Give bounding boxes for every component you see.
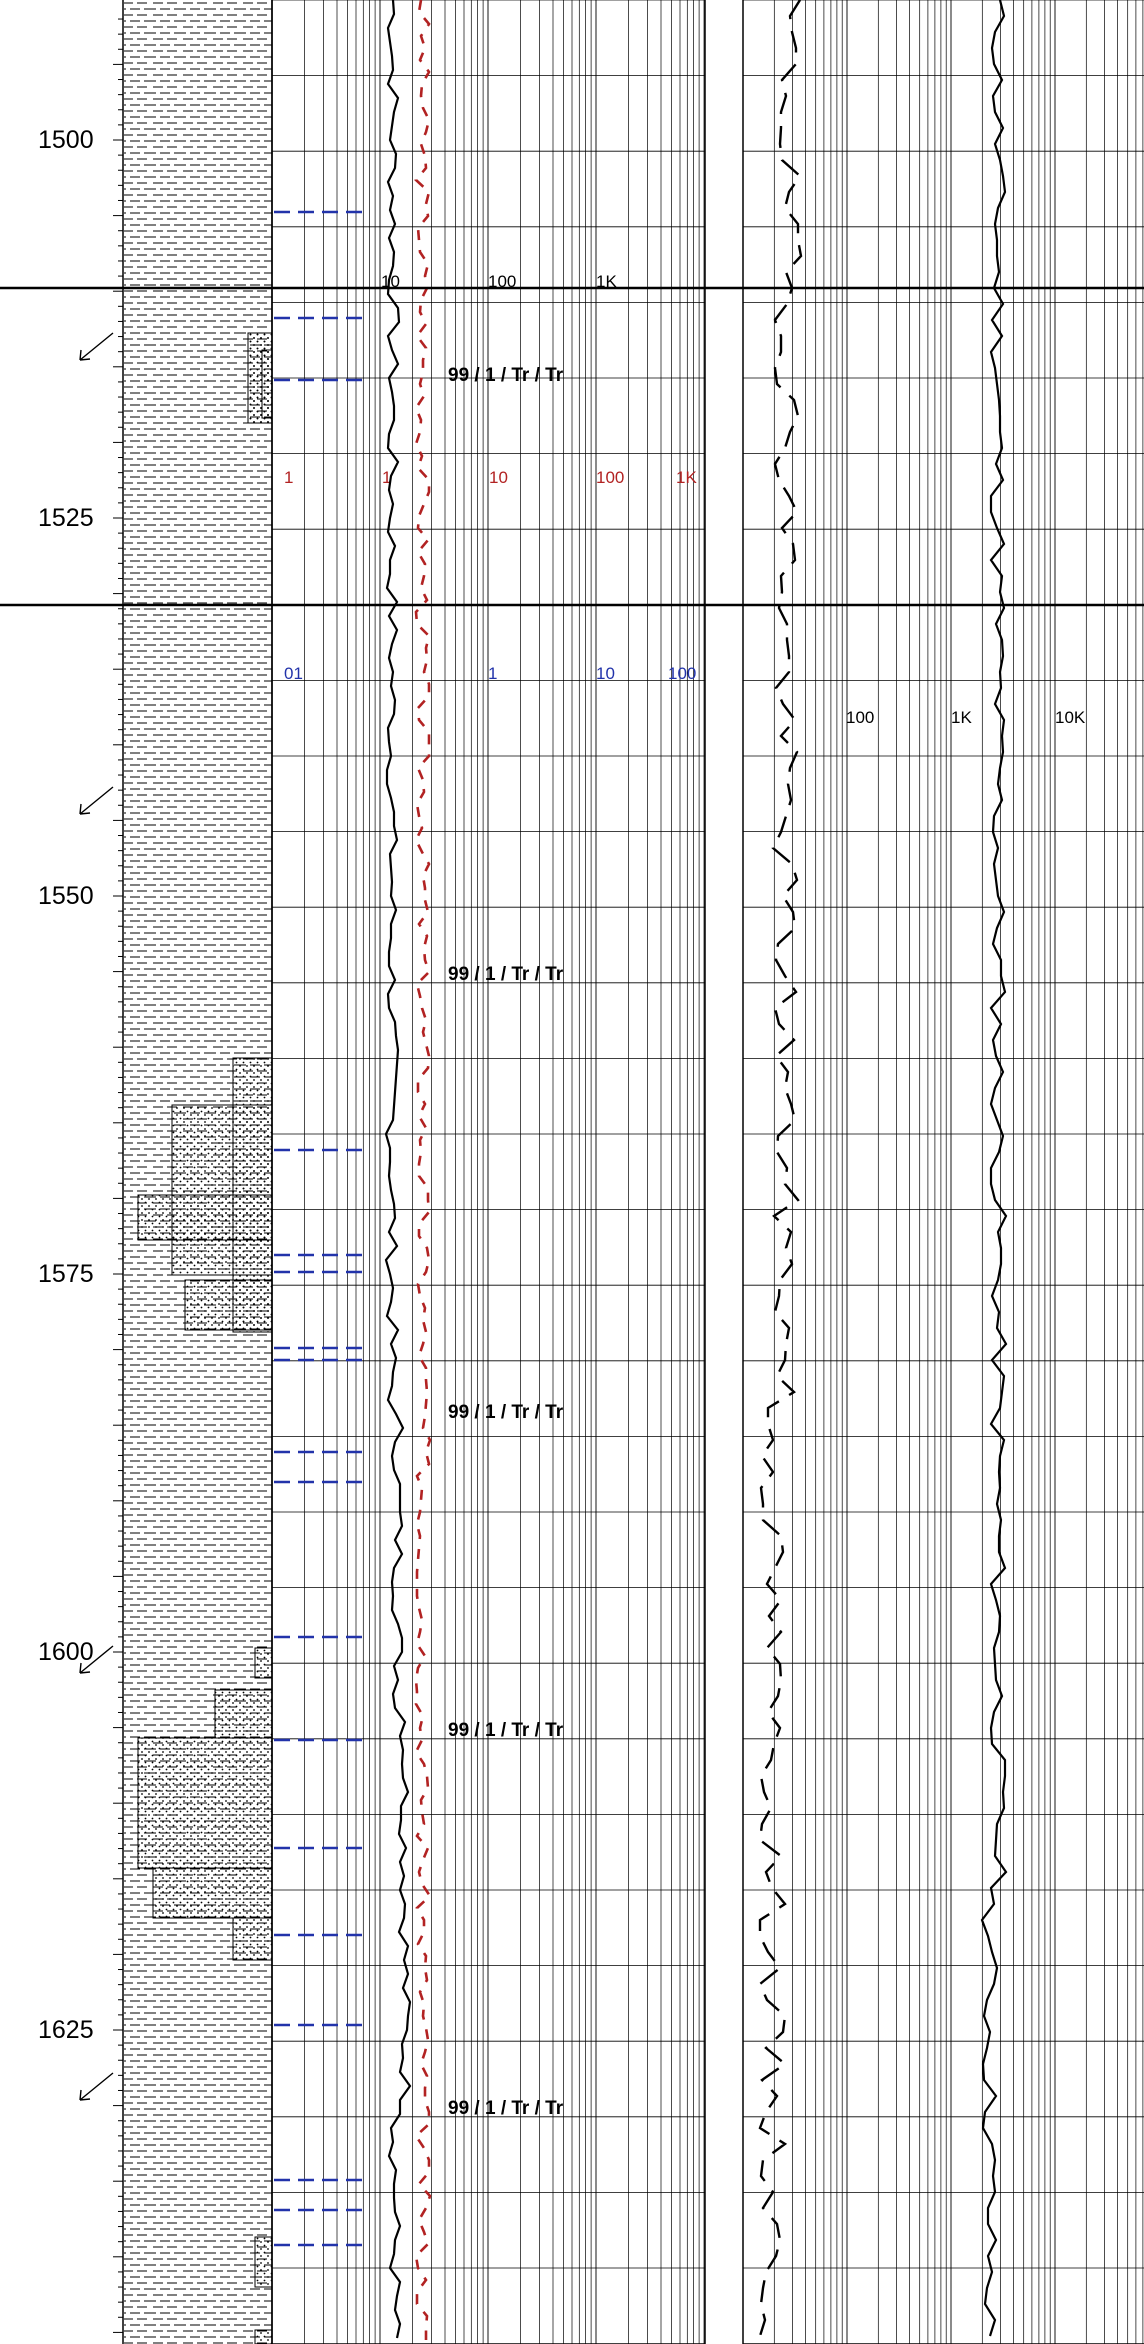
scale-label: 10 — [489, 468, 508, 487]
depth-label-1600: 1600 — [38, 1638, 94, 1666]
sand-interval — [232, 1917, 273, 1961]
show-label: 99 / 1 / Tr / Tr — [448, 2098, 564, 2119]
gas-curve — [384, 0, 412, 2339]
show-label: 99 / 1 / Tr / Tr — [448, 365, 564, 386]
sand-interval — [247, 332, 273, 424]
sand-interval — [137, 1737, 273, 1869]
core-arrow-icon — [79, 2072, 114, 2101]
track-3: 100 1K 10K — [742, 0, 1144, 2344]
depth-track: 1500 1525 1550 1575 1600 1625 — [38, 0, 124, 2344]
scale-label: 1 — [284, 468, 293, 487]
sand-interval — [254, 2329, 273, 2344]
scale-label: 01 — [284, 664, 303, 683]
show-label: 99 / 1 / Tr / Tr — [448, 1402, 564, 1423]
scale-label: 10 — [381, 272, 400, 291]
depth-label-1575: 1575 — [38, 1260, 94, 1288]
sand-interval — [184, 1279, 273, 1331]
sand-interval — [137, 1194, 273, 1241]
track3-dashed-curve — [758, 0, 803, 2337]
scale-label: 1K — [951, 708, 972, 727]
sand-interval — [214, 1689, 273, 1739]
track3-solid-curve — [980, 0, 1008, 2337]
sand-interval — [152, 1867, 273, 1919]
depth-label-1500: 1500 — [38, 126, 94, 154]
sand-interval — [254, 2236, 273, 2288]
scale-label: 100 — [846, 708, 874, 727]
scale-label: 1 — [488, 664, 497, 683]
sand-interval — [171, 1104, 273, 1276]
scale-label: 100 — [596, 468, 624, 487]
blue-dashed-marks — [274, 210, 368, 2247]
scale-label: 1K — [596, 272, 617, 291]
scale-label: 1K — [676, 468, 697, 487]
core-arrow-icon — [79, 332, 114, 361]
depth-label-1550: 1550 — [38, 882, 94, 910]
depth-label-1625: 1625 — [38, 2016, 94, 2044]
track-2: 10 100 1K 1 1 10 100 1K 01 1 10 100 99 /… — [271, 0, 706, 2344]
scale-label: 10 — [596, 664, 615, 683]
sand-interval — [254, 1647, 273, 1679]
red-dashed-curve — [414, 0, 432, 2340]
depth-label-1525: 1525 — [38, 504, 94, 532]
show-label: 99 / 1 / Tr / Tr — [448, 1720, 564, 1741]
core-arrow-icon — [79, 1645, 114, 1674]
show-label: 99 / 1 / Tr / Tr — [448, 964, 564, 985]
scale-label: 100 — [668, 664, 696, 683]
scale-label: 100 — [488, 272, 516, 291]
core-arrow-icon — [79, 786, 114, 815]
lithology-track — [124, 0, 273, 2344]
scale-label: 10K — [1055, 708, 1086, 727]
scale-label: 1 — [382, 468, 391, 487]
